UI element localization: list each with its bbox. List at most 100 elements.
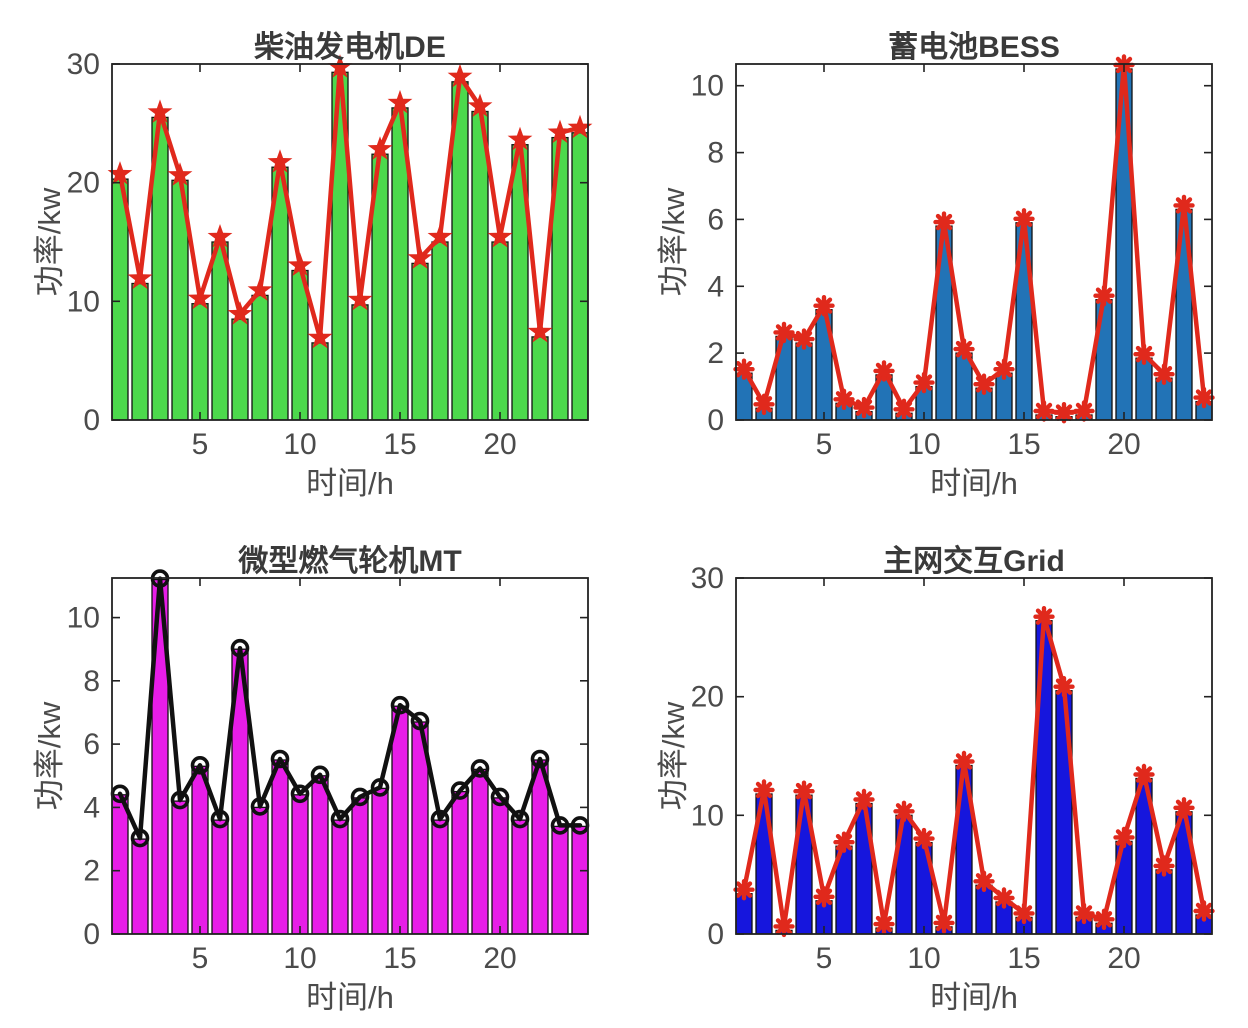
bar — [1135, 357, 1153, 420]
y-axis-label-mt: 功率/kw — [32, 701, 67, 811]
chart-title-grid: 主网交互Grid — [883, 545, 1065, 578]
bar — [131, 838, 149, 934]
y-tick-label: 4 — [83, 791, 100, 824]
axes-frame — [111, 577, 589, 935]
bar — [211, 819, 229, 934]
x-tick-label: 15 — [383, 428, 416, 461]
y-tick-label: 0 — [83, 404, 100, 437]
star-marker — [287, 252, 313, 276]
grid-plot-area: 5 10 15 20 0 10 20 30 — [691, 562, 1215, 975]
bar — [975, 884, 993, 934]
star-marker — [127, 265, 153, 290]
chart-title-mt: 微型燃气轮机MT — [238, 545, 462, 578]
x-tick-label: 15 — [1007, 428, 1040, 461]
x-tick-label: 20 — [1107, 942, 1140, 975]
bar — [331, 819, 349, 934]
x-axis-label-bess: 时间/h — [930, 466, 1018, 501]
panel-battery-bess: 5 10 15 20 0 2 4 6 8 10 蓄电池BESS 功率/kw 时间/h — [624, 0, 1248, 514]
tick-labels: 5 10 15 20 0 10 20 30 — [691, 562, 1141, 975]
star-marker — [407, 245, 433, 269]
asterisk-marker — [753, 393, 775, 415]
asterisk-marker — [933, 211, 955, 233]
bar — [351, 797, 369, 934]
star-marker — [187, 285, 213, 310]
y-tick-label: 10 — [67, 602, 100, 635]
asterisk-marker — [733, 879, 755, 901]
plot-box — [736, 64, 1212, 420]
circle-marker — [250, 797, 270, 816]
bar — [491, 797, 509, 934]
bar-series — [736, 620, 1212, 934]
bar — [311, 775, 329, 934]
circle-marker — [210, 809, 230, 829]
chart-title-de: 柴油发电机DE — [254, 31, 446, 64]
bar — [231, 318, 249, 420]
bar — [271, 759, 289, 934]
circle-marker — [490, 787, 510, 807]
plot-box — [736, 578, 1212, 934]
bar — [311, 342, 329, 420]
axes-frame — [111, 63, 589, 421]
asterisk-marker — [853, 396, 875, 419]
bar — [511, 819, 529, 934]
ticks — [736, 577, 1212, 935]
x-tick-label: 10 — [907, 942, 940, 975]
y-tick-label: 0 — [707, 918, 724, 951]
asterisk-marker — [853, 788, 875, 811]
asterisk-marker — [1053, 676, 1075, 698]
y-tick-label: 2 — [83, 855, 100, 888]
asterisk-marker — [973, 870, 995, 892]
star-marker — [267, 149, 293, 173]
y-tick-label: 2 — [707, 337, 724, 370]
star-marker — [447, 63, 473, 88]
x-tick-label: 20 — [1107, 428, 1140, 461]
star-marker — [247, 277, 273, 301]
y-tick-label: 6 — [707, 203, 724, 236]
panel-micro-turbine-mt: 5 10 15 20 0 2 4 6 8 10 微型燃气轮机MT 功率/kw 时间/h — [0, 514, 624, 1028]
chart-title-bess: 蓄电池BESS — [888, 31, 1060, 64]
y-tick-label: 30 — [67, 48, 100, 81]
bar — [351, 304, 369, 420]
bar — [431, 819, 449, 934]
asterisk-marker — [993, 887, 1015, 909]
asterisk-marker — [1173, 194, 1195, 217]
circle-marker — [230, 638, 250, 658]
marker-series — [733, 54, 1215, 424]
asterisk-marker — [953, 750, 975, 773]
y-axis-label-bess: 功率/kw — [656, 187, 691, 297]
star-marker — [507, 126, 533, 151]
ticks — [112, 578, 588, 935]
asterisk-marker — [1073, 902, 1095, 925]
tick-labels: 5 10 15 20 0 10 20 30 — [67, 48, 517, 461]
bar — [471, 768, 489, 934]
asterisk-marker — [1153, 363, 1175, 385]
bar — [112, 794, 129, 934]
circle-marker — [270, 749, 290, 769]
marker-series — [733, 606, 1215, 938]
bar — [371, 787, 389, 934]
asterisk-marker — [813, 886, 835, 908]
asterisk-marker — [1033, 606, 1055, 628]
star-marker — [107, 161, 133, 185]
bar — [995, 372, 1013, 420]
circle-marker — [370, 778, 390, 797]
star-marker — [207, 224, 233, 248]
circle-marker — [550, 816, 570, 835]
y-axis-label-de: 功率/kw — [32, 187, 67, 297]
asterisk-marker — [1133, 763, 1155, 786]
asterisk-marker — [1053, 402, 1075, 424]
circle-marker — [170, 790, 190, 810]
circle-marker — [450, 781, 470, 800]
x-tick-label: 10 — [907, 428, 940, 461]
asterisk-marker — [753, 779, 775, 801]
asterisk-marker — [1153, 855, 1175, 877]
bar — [551, 825, 569, 934]
asterisk-marker — [793, 328, 815, 350]
x-axis-label-de: 时间/h — [306, 466, 394, 501]
bess-plot-area: 5 10 15 20 0 2 4 6 8 10 — [691, 54, 1215, 461]
plot-box — [112, 578, 588, 934]
y-tick-label: 10 — [67, 285, 100, 318]
star-marker — [347, 286, 373, 311]
ticks — [112, 63, 588, 421]
circle-marker — [430, 809, 450, 829]
